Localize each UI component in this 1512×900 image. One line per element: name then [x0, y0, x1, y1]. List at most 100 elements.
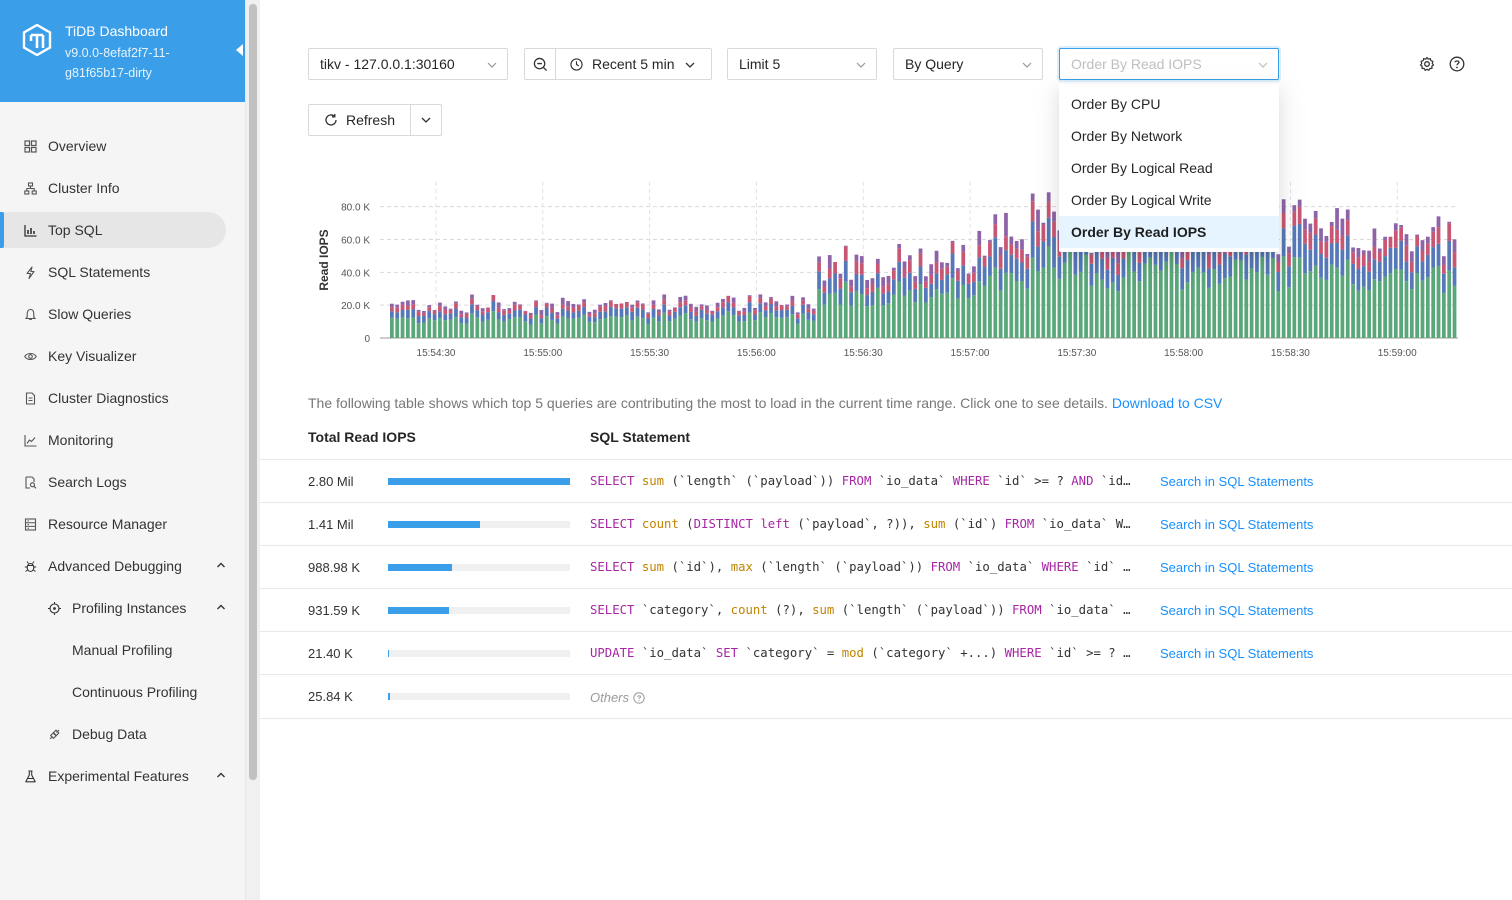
column-header-read-iops[interactable]: Total Read IOPS — [308, 429, 416, 445]
order-option-order-by-read-iops[interactable]: Order By Read IOPS — [1059, 216, 1279, 248]
limit-select[interactable]: Limit 5 — [727, 48, 877, 80]
x-tick-label: 15:56:30 — [844, 348, 883, 359]
settings-gear-icon[interactable] — [1419, 56, 1435, 72]
download-csv-link[interactable]: Download to CSV — [1111, 395, 1223, 411]
sidebar-item-sql-statements[interactable]: SQL Statements — [0, 254, 226, 290]
chart-bar-segment — [1420, 250, 1425, 262]
chart-bar-segment — [400, 301, 405, 305]
chart-bar-segment — [822, 280, 827, 287]
search-in-sql-statements-link[interactable]: Search in SQL Statements — [1160, 603, 1314, 618]
refresh-options-button[interactable] — [410, 104, 442, 136]
sidebar-item-profiling-instances[interactable]: Profiling Instances — [0, 590, 226, 626]
chart-bar-segment — [865, 306, 869, 338]
sidebar-item-manual-profiling[interactable]: Manual Profiling — [0, 632, 226, 668]
sidebar-item-experimental-features[interactable]: Experimental Features — [0, 758, 226, 794]
chart-bar-segment — [1207, 287, 1211, 338]
chart-bar-segment — [448, 313, 453, 320]
question-circle-icon[interactable] — [633, 691, 645, 704]
table-row[interactable]: 2.80 Mil SELECT sum (`length` (`payload`)… — [260, 460, 1512, 503]
chart-bar-segment — [795, 312, 800, 315]
instance-select[interactable]: tikv - 127.0.0.1:30160 — [308, 48, 508, 80]
chart-bar-segment — [1281, 212, 1286, 229]
order-option-order-by-network[interactable]: Order By Network — [1071, 128, 1183, 144]
chart-bar-segment — [1287, 266, 1291, 288]
chart-bar-segment — [1046, 246, 1051, 338]
chart-bar-segment — [1041, 267, 1046, 338]
column-header-sql[interactable]: SQL Statement — [590, 429, 691, 445]
chart-bar-segment — [475, 317, 480, 338]
brand-header[interactable]: TiDB Dashboard v9.0.0-8efaf2f7-11-g81f65… — [0, 0, 245, 102]
chart-bar-segment — [1041, 241, 1046, 268]
sidebar-item-debug-data[interactable]: Debug Data — [0, 716, 226, 752]
sidebar-scrollbar-thumb[interactable] — [249, 4, 257, 780]
sidebar-item-continuous-profiling[interactable]: Continuous Profiling — [0, 674, 226, 710]
collapse-sidebar-icon[interactable] — [236, 44, 243, 56]
chart-bar-segment — [1020, 281, 1024, 338]
chart-bar-segment — [982, 255, 987, 258]
tidb-logo-icon — [22, 24, 52, 56]
line-chart-icon — [24, 434, 37, 447]
chart-bar-segment — [715, 302, 720, 308]
order-option-order-by-logical-read[interactable]: Order By Logical Read — [1071, 160, 1213, 176]
chart-bar-segment — [998, 268, 1003, 291]
chart-bar-segment — [945, 274, 950, 293]
table-row[interactable]: 931.59 K SELECT `category`, count (?), su… — [260, 589, 1512, 632]
search-in-sql-statements-link[interactable]: Search in SQL Statements — [1160, 560, 1314, 575]
sidebar-item-overview[interactable]: Overview — [0, 128, 226, 164]
chart-bar-segment — [1372, 259, 1377, 280]
sidebar-item-advanced-debugging[interactable]: Advanced Debugging — [0, 548, 226, 584]
chart-bar-segment — [790, 314, 795, 338]
chart-bar-segment — [753, 310, 757, 315]
refresh-button[interactable]: Refresh — [308, 104, 411, 136]
chart-bar-segment — [1340, 235, 1345, 250]
chevron-down-icon — [685, 62, 695, 68]
chart-bar-segment — [1126, 250, 1131, 338]
chart-bar-segment — [502, 310, 506, 315]
chart-bar-segment — [560, 304, 565, 309]
chart-bar-segment — [427, 307, 432, 312]
table-row[interactable]: 21.40 K UPDATE `io_data` SET `category` =… — [260, 632, 1512, 675]
search-in-sql-statements-link[interactable]: Search in SQL Statements — [1160, 474, 1314, 489]
description-text: The following table shows which top 5 qu… — [308, 395, 1108, 411]
zoom-out-button[interactable] — [524, 48, 556, 80]
sidebar-item-resource-manager[interactable]: Resource Manager — [0, 506, 226, 542]
chart-bar-segment — [833, 273, 837, 293]
help-question-icon[interactable] — [1449, 56, 1465, 72]
order-by-select[interactable]: Order By Read IOPS — [1059, 48, 1279, 80]
sidebar-item-top-sql[interactable]: Top SQL — [0, 212, 226, 248]
chart-bar-segment — [608, 306, 613, 317]
sidebar-item-search-logs[interactable]: Search Logs — [0, 464, 226, 500]
order-option-order-by-cpu[interactable]: Order By CPU — [1071, 96, 1161, 112]
chart-bar-segment — [731, 307, 736, 315]
chart-bar-segment — [843, 246, 848, 261]
chart-bar-segment — [454, 303, 458, 309]
search-in-sql-statements-link[interactable]: Search in SQL Statements — [1160, 517, 1314, 532]
chart-bar-segment — [587, 316, 592, 322]
chart-bar-segment — [1228, 276, 1233, 338]
time-range-picker[interactable]: Recent 5 min — [555, 48, 712, 80]
sidebar-item-key-visualizer[interactable]: Key Visualizer — [0, 338, 226, 374]
order-option-order-by-logical-write[interactable]: Order By Logical Write — [1071, 192, 1212, 208]
chart-bar-segment — [1004, 236, 1008, 251]
chart-bar-segment — [667, 311, 672, 316]
chart-bar-segment — [988, 242, 992, 257]
chart-bar-segment — [902, 277, 907, 296]
read-iops-bar — [388, 607, 570, 614]
sidebar-item-slow-queries[interactable]: Slow Queries — [0, 296, 226, 332]
chart-bar-segment — [758, 294, 763, 298]
chart-bar-segment — [1025, 268, 1030, 289]
chart-bar-segment — [1409, 261, 1414, 273]
chart-bar-segment — [518, 316, 522, 338]
chart-bar-segment — [1335, 208, 1339, 230]
chart-bar-segment — [1009, 254, 1014, 274]
chart-bar-segment — [1447, 270, 1452, 338]
table-row[interactable]: 1.41 Mil SELECT count (DISTINCT left (`pa… — [260, 503, 1512, 546]
search-in-sql-statements-link[interactable]: Search in SQL Statements — [1160, 646, 1314, 661]
group-by-select[interactable]: By Query — [893, 48, 1043, 80]
sidebar-item-monitoring[interactable]: Monitoring — [0, 422, 226, 458]
sidebar-item-cluster-diagnostics[interactable]: Cluster Diagnostics — [0, 380, 226, 416]
sidebar-item-cluster-info[interactable]: Cluster Info — [0, 170, 226, 206]
chart-bar-segment — [1052, 267, 1056, 338]
table-row[interactable]: 988.98 K SELECT sum (`id`), max (`length`… — [260, 546, 1512, 589]
others-label-text: Others — [590, 690, 630, 705]
